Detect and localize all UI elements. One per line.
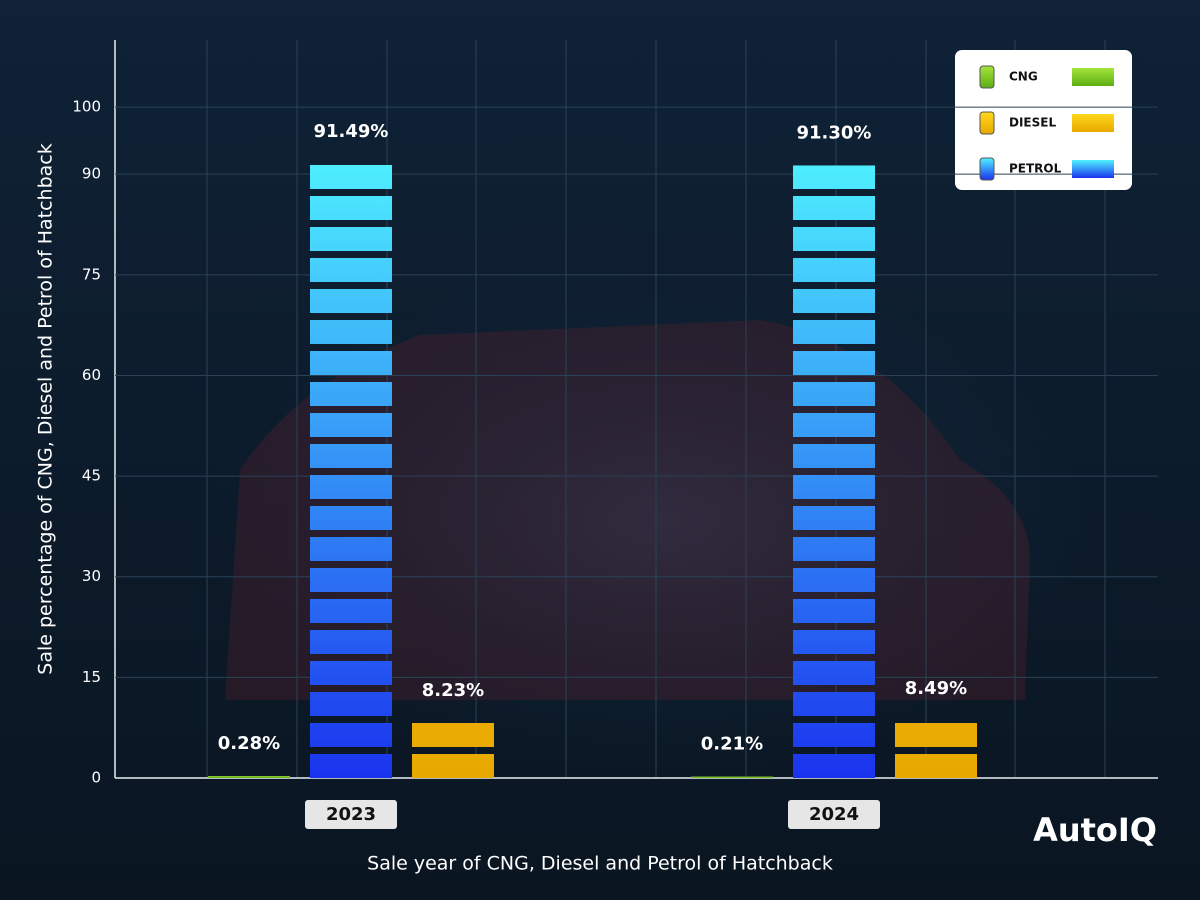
bar: [208, 776, 290, 778]
y-tick-label: 90: [82, 165, 101, 183]
y-tick-label: 0: [91, 769, 101, 787]
value-label: 91.30%: [797, 122, 872, 143]
x-tick-box: [788, 800, 880, 829]
y-tick-label: 100: [72, 98, 101, 116]
legend-icon: [979, 157, 995, 181]
bar: [793, 165, 875, 778]
legend-icon: [979, 111, 995, 135]
value-label: 8.49%: [905, 678, 967, 699]
bar: [310, 164, 392, 778]
y-tick-label: 45: [82, 467, 101, 485]
legend-swatch: [1072, 160, 1114, 178]
legend-label: PETROL: [1009, 162, 1062, 176]
x-axis-label: Sale year of CNG, Diesel and Petrol of H…: [367, 853, 833, 875]
bar: [412, 722, 494, 778]
legend-icon: [979, 65, 995, 89]
x-tick-label: 2023: [326, 804, 376, 825]
y-tick-label: 15: [82, 668, 101, 686]
legend-swatch: [1072, 68, 1114, 86]
legend-label: CNG: [1009, 70, 1038, 84]
x-tick-label: 2024: [809, 804, 859, 825]
bar: [895, 721, 977, 778]
y-tick-label: 60: [82, 366, 101, 384]
y-tick-label: 30: [82, 567, 101, 585]
y-axis-label: Sale percentage of CNG, Diesel and Petro…: [35, 143, 57, 674]
bar: [691, 776, 773, 778]
value-label: 8.23%: [422, 680, 484, 701]
value-label: 0.21%: [701, 734, 763, 755]
y-tick-label: 75: [82, 265, 101, 283]
x-tick-box: [305, 800, 397, 829]
value-label: 0.28%: [218, 733, 280, 754]
legend-swatch: [1072, 114, 1114, 132]
brand-logo: AutoIQ: [1033, 811, 1157, 849]
value-label: 91.49%: [314, 121, 389, 142]
legend-label: DIESEL: [1009, 116, 1056, 130]
